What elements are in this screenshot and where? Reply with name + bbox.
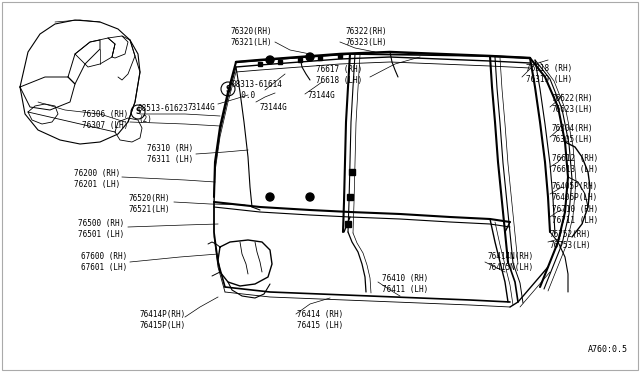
Text: 76414N(RH)
76415N(LH): 76414N(RH) 76415N(LH) [488, 252, 534, 272]
Text: 76617 (RH)
76618 (LH): 76617 (RH) 76618 (LH) [316, 65, 362, 85]
Bar [349, 169, 355, 175]
Bar [345, 221, 351, 227]
Circle shape [306, 53, 314, 61]
Text: 73144G: 73144G [260, 103, 288, 112]
Text: 76710 (RH)
76711 (LH): 76710 (RH) 76711 (LH) [552, 205, 598, 225]
Text: 76200 (RH)
76201 (LH): 76200 (RH) 76201 (LH) [74, 169, 120, 189]
Text: 76304(RH)
76305(LH): 76304(RH) 76305(LH) [552, 124, 594, 144]
Text: 76322(RH)
76323(LH): 76322(RH) 76323(LH) [345, 27, 387, 47]
Text: 76405P(RH)
76406P(LH): 76405P(RH) 76406P(LH) [552, 182, 598, 202]
Text: 76306 (RH)
76307 (LH): 76306 (RH) 76307 (LH) [82, 110, 128, 130]
Text: 76752(RH)
76753(LH): 76752(RH) 76753(LH) [550, 230, 591, 250]
Circle shape [266, 56, 274, 64]
Text: 76320(RH)
76321(LH): 76320(RH) 76321(LH) [230, 27, 272, 47]
Text: 08513-61623
(2): 08513-61623 (2) [138, 104, 189, 124]
Bar [347, 194, 353, 200]
Text: 76612 (RH)
76613 (LH): 76612 (RH) 76613 (LH) [552, 154, 598, 174]
Text: A760:0.5: A760:0.5 [588, 345, 628, 354]
Text: S: S [225, 84, 230, 93]
Text: 73144G: 73144G [307, 90, 335, 99]
Text: 67600 (RH)
67601 (LH): 67600 (RH) 67601 (LH) [81, 252, 127, 272]
Text: 76500 (RH)
76501 (LH): 76500 (RH) 76501 (LH) [77, 219, 124, 239]
Text: 76520(RH)
76521(LH): 76520(RH) 76521(LH) [129, 194, 170, 214]
Text: 76622(RH)
76623(LH): 76622(RH) 76623(LH) [552, 94, 594, 114]
Text: 76414 (RH)
76415 (LH): 76414 (RH) 76415 (LH) [297, 310, 343, 330]
Circle shape [266, 193, 274, 201]
Text: 76414P(RH)
76415P(LH): 76414P(RH) 76415P(LH) [140, 310, 186, 330]
Text: 76410 (RH)
76411 (LH): 76410 (RH) 76411 (LH) [382, 274, 428, 294]
Text: S: S [135, 108, 141, 116]
Circle shape [306, 193, 314, 201]
Text: 73144G: 73144G [188, 103, 215, 112]
Text: 76318 (RH)
76319 (LH): 76318 (RH) 76319 (LH) [526, 64, 572, 84]
Text: 08313-61614
  0.0: 08313-61614 0.0 [232, 80, 283, 100]
Text: 76310 (RH)
76311 (LH): 76310 (RH) 76311 (LH) [147, 144, 193, 164]
